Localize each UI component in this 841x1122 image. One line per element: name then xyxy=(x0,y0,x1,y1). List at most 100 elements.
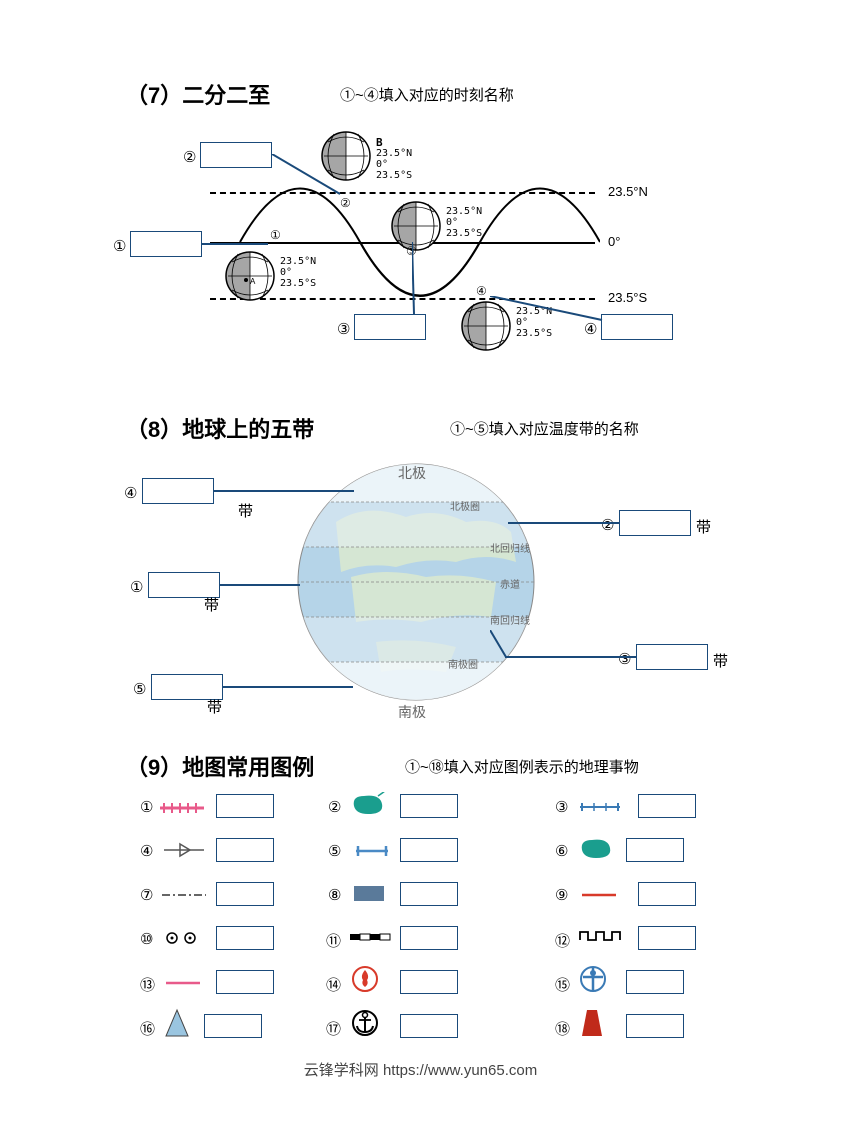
antarctic-line: 南极圈 xyxy=(448,656,478,671)
s8-suffix-1: 带 xyxy=(204,594,219,615)
leg-n1: ① xyxy=(140,798,153,816)
sym-railway-1 xyxy=(158,800,206,816)
sym-wall-12 xyxy=(578,928,624,944)
leg-n8: ⑧ xyxy=(328,886,341,904)
leg-b8[interactable] xyxy=(400,882,458,906)
arctic-line: 北极圈 xyxy=(450,498,480,513)
g1-lat-s: 23.5°S xyxy=(280,278,316,289)
sym-airport-15 xyxy=(578,964,608,994)
s7-blank-2[interactable] xyxy=(200,142,272,168)
equator-line: 赤道 xyxy=(500,576,520,591)
leg-n16: ⑯ xyxy=(140,1018,155,1039)
g1-lat-n: 23.5°N xyxy=(280,256,316,267)
s8-label-2: ② xyxy=(601,516,614,534)
sym-border-4 xyxy=(162,840,206,860)
leg-b13[interactable] xyxy=(216,970,274,994)
inner-num-1: ① xyxy=(270,228,281,242)
leg-b18[interactable] xyxy=(626,1014,684,1038)
g4-lat-s: 23.5°S xyxy=(516,328,552,339)
s8-blank-2[interactable] xyxy=(619,510,691,536)
sym-reservoir-6 xyxy=(578,836,614,862)
sym-anchor-17 xyxy=(350,1008,380,1038)
leg-n17: ⑰ xyxy=(326,1018,341,1039)
leader-4 xyxy=(490,296,604,322)
leg-b15[interactable] xyxy=(626,970,684,994)
section7-instruction: ①~④填入对应的时刻名称 xyxy=(340,84,514,105)
sym-line-13 xyxy=(164,978,204,988)
lat-s-label: 23.5°S xyxy=(608,290,647,305)
g2-lat-s: 23.5°S xyxy=(376,170,412,181)
leader-2 xyxy=(272,154,342,204)
leg-n10: ⑩ xyxy=(140,930,153,948)
leg-n9: ⑨ xyxy=(555,886,568,904)
north-pole-label: 北极 xyxy=(398,463,426,483)
s7-label-1: ① xyxy=(113,237,126,255)
g3-lat-eq: 0° xyxy=(446,217,458,228)
svg-text:A: A xyxy=(250,277,256,286)
s8-label-3: ③ xyxy=(618,650,631,668)
leg-b3[interactable] xyxy=(638,794,696,818)
section8-instruction: ①~⑤填入对应温度带的名称 xyxy=(450,418,639,439)
leader-3 xyxy=(412,242,432,318)
sym-lake-2 xyxy=(350,792,386,818)
leader8-2 xyxy=(508,522,620,524)
sym-road-9 xyxy=(580,890,620,900)
s8-label-5: ⑤ xyxy=(133,680,146,698)
leg-b5[interactable] xyxy=(400,838,458,862)
leader-1 xyxy=(202,243,268,245)
leg-b14[interactable] xyxy=(400,970,458,994)
leg-n3: ③ xyxy=(555,798,568,816)
leg-n2: ② xyxy=(328,798,341,816)
g1-lat-eq: 0° xyxy=(280,267,292,278)
leader8-5 xyxy=(223,686,353,688)
tropics-line: 南回归线 xyxy=(490,612,530,627)
leg-b11[interactable] xyxy=(400,926,458,950)
sym-circles-10 xyxy=(164,930,204,946)
sym-flame-14 xyxy=(350,964,380,994)
leg-n5: ⑤ xyxy=(328,842,341,860)
section9-instruction: ①~⑱填入对应图例表示的地理事物 xyxy=(405,756,639,777)
s8-label-1: ① xyxy=(130,578,143,596)
leg-b10[interactable] xyxy=(216,926,274,950)
s7-blank-1[interactable] xyxy=(130,231,202,257)
leg-b6[interactable] xyxy=(626,838,684,862)
leader8-3 xyxy=(505,656,637,658)
leg-b12[interactable] xyxy=(638,926,696,950)
s8-blank-4[interactable] xyxy=(142,478,214,504)
s8-suffix-2: 带 xyxy=(696,516,711,537)
s7-blank-4[interactable] xyxy=(601,314,673,340)
inner-num-4: ④ xyxy=(476,284,487,298)
leader8-1 xyxy=(220,584,300,586)
leg-n6: ⑥ xyxy=(555,842,568,860)
g2-lat-eq: 0° xyxy=(376,159,388,170)
leg-n18: ⑱ xyxy=(555,1018,570,1039)
south-pole-label: 南极 xyxy=(398,702,426,722)
leg-b1[interactable] xyxy=(216,794,274,818)
sym-highway-3 xyxy=(578,800,622,814)
leg-n13: ⑬ xyxy=(140,974,155,995)
leg-n15: ⑮ xyxy=(555,974,570,995)
leg-b2[interactable] xyxy=(400,794,458,818)
s7-label-3: ③ xyxy=(337,320,350,338)
leg-b7[interactable] xyxy=(216,882,274,906)
s8-suffix-4: 带 xyxy=(238,500,253,521)
s8-suffix-5: 带 xyxy=(207,696,222,717)
section8-heading: （8）地球上的五带 xyxy=(126,412,314,444)
leg-b4[interactable] xyxy=(216,838,274,862)
sym-trapezoid-18 xyxy=(580,1008,604,1038)
leg-b9[interactable] xyxy=(638,882,696,906)
leg-n4: ④ xyxy=(140,842,153,860)
lat-eq-label: 0° xyxy=(608,234,620,249)
leg-n11: ⑪ xyxy=(326,930,341,951)
leg-b16[interactable] xyxy=(204,1014,262,1038)
leg-b17[interactable] xyxy=(400,1014,458,1038)
g3-lat-s: 23.5°S xyxy=(446,228,482,239)
section9-heading: （9）地图常用图例 xyxy=(126,750,314,782)
page-footer: 云锋学科网 https://www.yun65.com xyxy=(0,1059,841,1080)
globe-1: A xyxy=(224,250,276,302)
sym-rect-8 xyxy=(352,884,388,904)
leader8-4 xyxy=(214,490,354,492)
sym-dashdot-7 xyxy=(160,890,208,900)
s8-blank-3[interactable] xyxy=(636,644,708,670)
lat-n-label: 23.5°N xyxy=(608,184,648,199)
